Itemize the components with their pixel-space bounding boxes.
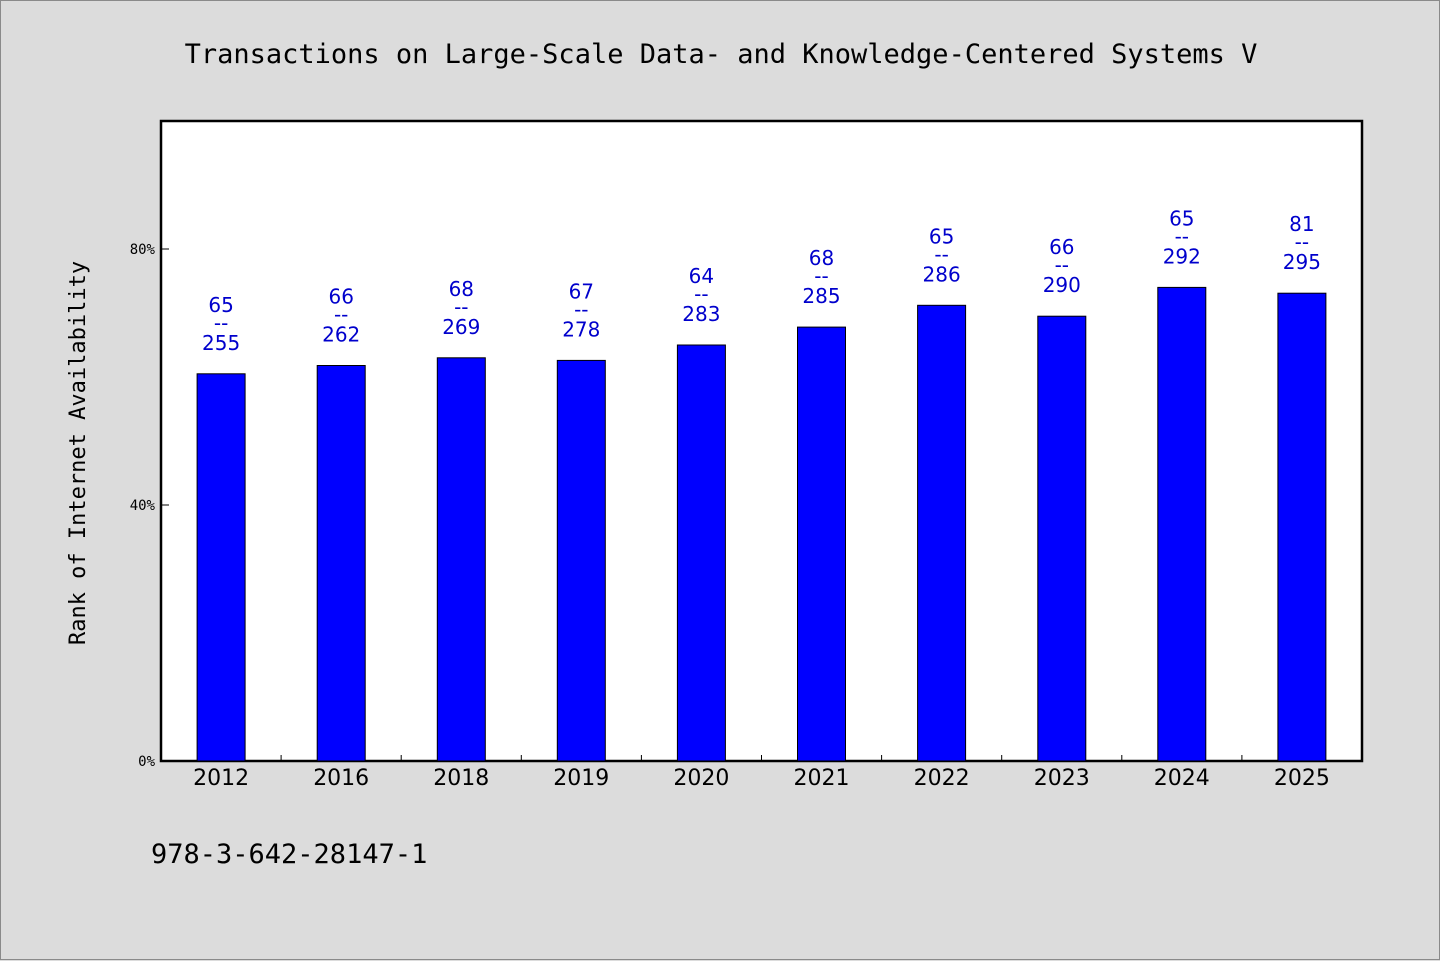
bar-2024 — [1157, 286, 1207, 762]
x-tick-label-2025: 2025 — [1274, 766, 1330, 791]
data-labels-group: 255--65262--66269--68278--67283--64285--… — [202, 206, 1321, 354]
data-label-mid-2018: -- — [454, 295, 468, 319]
y-tick-label-0: 0% — [138, 754, 155, 770]
data-label-top-2021: 68 — [809, 246, 834, 270]
data-label-mid-2012: -- — [214, 311, 228, 335]
data-label-bottom-2023: 290 — [1043, 273, 1081, 297]
data-label-top-2019: 67 — [569, 279, 594, 303]
data-label-mid-2022: -- — [934, 242, 948, 266]
bar-2020 — [676, 344, 726, 762]
bar-2016 — [316, 365, 366, 762]
x-tick-label-2022: 2022 — [914, 766, 970, 791]
data-label-top-2018: 68 — [449, 277, 474, 301]
x-tick-label-2020: 2020 — [673, 766, 729, 791]
data-label-mid-2024: -- — [1175, 224, 1189, 248]
data-label-mid-2025: -- — [1295, 230, 1309, 254]
data-label-bottom-2018: 269 — [442, 315, 480, 339]
y-axis: 0% 40% 80% — [130, 242, 169, 770]
data-label-bottom-2024: 292 — [1163, 244, 1201, 268]
x-tick-label-2023: 2023 — [1034, 766, 1090, 791]
x-tick-label-2019: 2019 — [553, 766, 609, 791]
bar-2022 — [917, 304, 967, 762]
data-label-bottom-2012: 255 — [202, 331, 240, 355]
bars-group — [196, 286, 1327, 762]
data-label-top-2023: 66 — [1049, 235, 1074, 259]
isbn-text: 978-3-642-28147-1 — [151, 839, 427, 870]
bar-2023 — [1037, 315, 1087, 762]
data-label-top-2022: 65 — [929, 224, 954, 248]
data-label-bottom-2020: 283 — [682, 302, 720, 326]
data-label-top-2024: 65 — [1169, 206, 1194, 230]
data-label-mid-2021: -- — [814, 264, 828, 288]
data-label-top-2020: 64 — [689, 264, 714, 288]
data-label-bottom-2021: 285 — [802, 284, 840, 308]
y-axis-label: Rank of Internet Availability — [66, 261, 91, 645]
data-label-top-2016: 66 — [328, 285, 353, 309]
data-label-mid-2019: -- — [574, 297, 588, 321]
x-tick-label-2021: 2021 — [794, 766, 850, 791]
data-label-bottom-2019: 278 — [562, 317, 600, 341]
bar-2018 — [436, 357, 486, 762]
x-tick-label-2012: 2012 — [193, 766, 249, 791]
data-label-mid-2016: -- — [334, 303, 348, 327]
data-label-bottom-2022: 286 — [923, 262, 961, 286]
data-label-mid-2020: -- — [694, 282, 708, 306]
bar-2021 — [797, 326, 846, 762]
x-tick-label-2024: 2024 — [1154, 766, 1210, 791]
y-tick-label-80: 80% — [130, 242, 156, 258]
data-label-top-2012: 65 — [208, 293, 233, 317]
bar-2019 — [556, 359, 606, 762]
x-tick-label-2018: 2018 — [433, 766, 489, 791]
data-label-bottom-2016: 262 — [322, 323, 360, 347]
data-label-mid-2023: -- — [1055, 253, 1069, 277]
data-label-top-2025: 81 — [1289, 212, 1314, 236]
data-label-bottom-2025: 295 — [1283, 250, 1321, 274]
x-axis: 2012 2016 2018 2019 2020 2021 2022 2023 2024 2025 — [193, 755, 1330, 791]
bar-2012 — [196, 373, 246, 762]
chart-title: Transactions on Large-Scale Data- and Kn… — [185, 39, 1258, 70]
y-tick-label-40: 40% — [130, 498, 156, 514]
x-tick-label-2016: 2016 — [313, 766, 369, 791]
bar-2025 — [1277, 292, 1327, 762]
